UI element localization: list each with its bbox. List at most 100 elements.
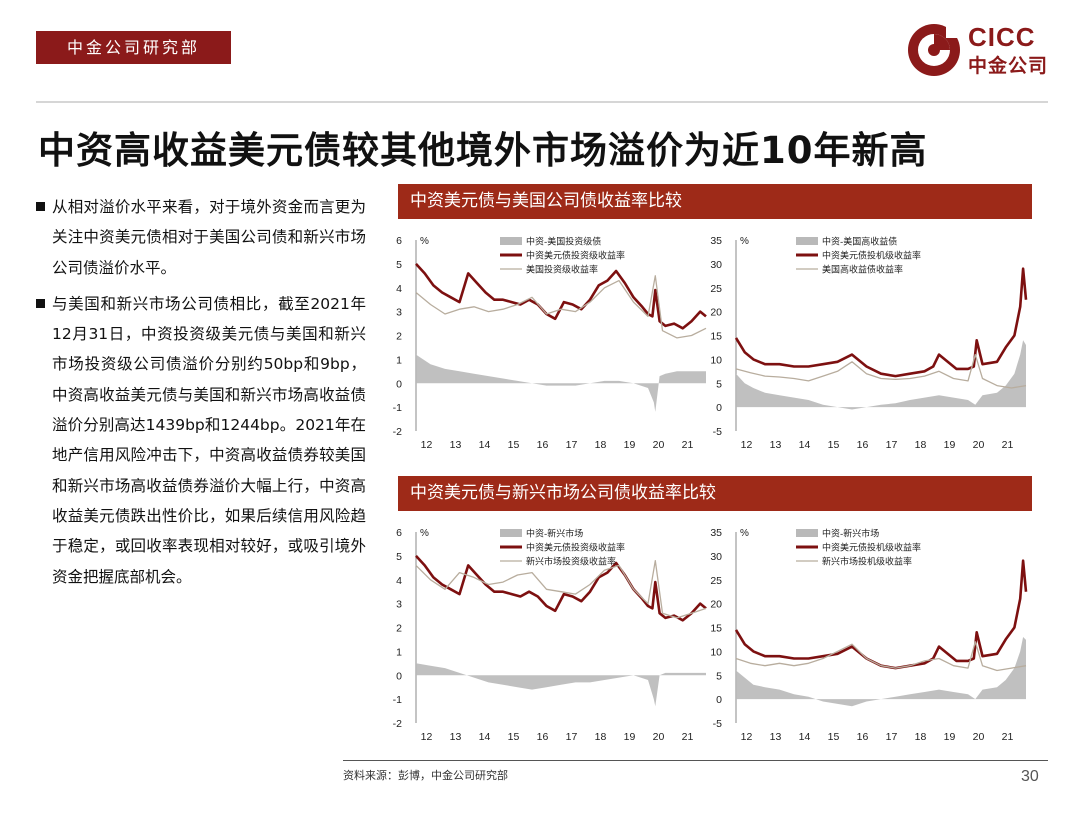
page-title: 中资高收益美元债较其他境外市场溢价为近10年新高: [38, 129, 928, 172]
cicc-logo: CICC 中金公司: [906, 20, 1056, 80]
x-tick-label: 18: [595, 731, 607, 743]
legend-label: 中资美元债投资级收益率: [526, 250, 625, 262]
x-tick-label: 12: [741, 439, 753, 451]
x-tick-label: 20: [973, 439, 985, 451]
x-tick-label: 14: [479, 439, 491, 451]
chart-svg: 35 30 25 20 15 10 5 0 -5% 12 13 14 15 16 17 18 19 20 21 中资-…: [710, 527, 1028, 743]
x-tick-label: 16: [857, 731, 869, 743]
x-tick-label: 14: [799, 731, 811, 743]
x-tick-label: 12: [421, 731, 433, 743]
x-tick-label: 13: [770, 731, 782, 743]
y-tick-label: 0: [396, 670, 402, 682]
x-tick-label: 17: [886, 731, 898, 743]
x-tick-label: 16: [537, 731, 549, 743]
legend-label: 中资-新兴市场: [822, 528, 879, 540]
series-line: [415, 263, 707, 330]
y-tick-label: 0: [716, 694, 722, 706]
y-tick-label: -5: [713, 718, 722, 730]
bullet-text: 与美国和新兴市场公司债相比，截至2021年12月31日，中资投资级美元债与美国和…: [52, 294, 366, 586]
x-tick-label: 16: [857, 439, 869, 451]
y-tick-label: -1: [393, 402, 402, 414]
y-tick-label: -2: [393, 426, 402, 438]
y-tick-label: 15: [710, 331, 722, 343]
x-tick-label: 18: [915, 731, 927, 743]
page-number: 30: [1021, 768, 1039, 785]
x-tick-label: 14: [799, 439, 811, 451]
series-area: [736, 340, 1026, 410]
y-tick-label: 30: [710, 259, 722, 271]
series-line: [734, 559, 1028, 670]
y-tick-label: 25: [710, 283, 722, 295]
unit-label: %: [420, 528, 429, 539]
x-tick-label: 21: [682, 731, 694, 743]
legend-label: 新兴市场投资级收益率: [526, 556, 616, 568]
x-tick-label: 20: [653, 439, 665, 451]
bullet-square-icon: [36, 202, 45, 211]
y-tick-label: 15: [710, 623, 722, 635]
y-tick-label: 10: [710, 354, 722, 366]
x-tick-label: 17: [886, 439, 898, 451]
y-tick-label: 0: [716, 402, 722, 414]
legend-label: 中资-美国高收益债: [822, 236, 897, 248]
y-tick-label: 4: [396, 575, 402, 587]
x-tick-label: 19: [624, 439, 636, 451]
source-note: 资料来源：彭博，中金公司研究部: [343, 769, 508, 782]
series-line: [415, 560, 707, 619]
y-tick-label: 10: [710, 646, 722, 658]
series-line: [735, 641, 1027, 672]
panel-header-em: 中资美元债与新兴市场公司债收益率比较: [398, 476, 1032, 511]
series-area: [416, 663, 706, 707]
y-tick-label: 30: [710, 551, 722, 563]
x-tick-label: 19: [944, 731, 956, 743]
y-tick-label: 5: [716, 670, 722, 682]
x-tick-label: 12: [421, 439, 433, 451]
x-tick-label: 18: [915, 439, 927, 451]
y-tick-label: 20: [710, 307, 722, 319]
bullet-text: 从相对溢价水平来看，对于境外资金而言更为关注中资美元债相对于美国公司债和新兴市场…: [52, 198, 366, 277]
x-tick-label: 21: [1002, 731, 1014, 743]
logo-text-cn: 中金公司: [968, 55, 1049, 77]
y-tick-label: 4: [396, 283, 402, 295]
x-tick-label: 13: [450, 439, 462, 451]
legend-swatch: [796, 529, 818, 537]
legend-label: 美国高收益债收益率: [822, 264, 903, 276]
y-tick-label: -2: [393, 718, 402, 730]
y-tick-label: 35: [710, 527, 722, 539]
bullet-item: 从相对溢价水平来看，对于境外资金而言更为关注中资美元债相对于美国公司债和新兴市场…: [36, 192, 366, 283]
series-line: [734, 267, 1028, 378]
series-area: [416, 354, 706, 412]
x-tick-label: 13: [450, 731, 462, 743]
y-tick-label: 3: [396, 599, 402, 611]
series-line: [415, 275, 707, 339]
y-tick-label: 5: [396, 259, 402, 271]
unit-label: %: [420, 236, 429, 247]
y-tick-label: 25: [710, 575, 722, 587]
y-tick-label: -1: [393, 694, 402, 706]
series-area: [736, 637, 1026, 707]
y-tick-label: 0: [396, 378, 402, 390]
bullet-square-icon: [36, 298, 45, 308]
x-tick-label: 15: [508, 731, 520, 743]
legend-label: 中资-美国投资级债: [526, 236, 601, 248]
y-tick-label: 3: [396, 307, 402, 319]
legend-label: 中资-新兴市场: [526, 528, 583, 540]
x-tick-label: 19: [944, 439, 956, 451]
y-tick-label: 1: [396, 646, 402, 658]
legend-label: 中资美元债投机级收益率: [822, 250, 921, 262]
x-tick-label: 20: [973, 731, 985, 743]
logo-text-en: CICC: [968, 22, 1036, 52]
y-tick-label: 35: [710, 235, 722, 247]
legend-swatch: [500, 529, 522, 537]
y-tick-label: -5: [713, 426, 722, 438]
x-tick-label: 17: [566, 731, 578, 743]
legend-label: 中资美元债投资级收益率: [526, 542, 625, 554]
chart-svg: 35 30 25 20 15 10 5 0 -5% 12 13 14 15 16 17 18 19 20 21 中资-…: [710, 235, 1028, 451]
series-line: [735, 353, 1027, 389]
y-tick-label: 6: [396, 527, 402, 539]
x-tick-label: 14: [479, 731, 491, 743]
chart-cn-vs-em-hy: 35 30 25 20 15 10 5 0 -5% 12 13 14 15 16 17 18 19 20 21 中资-…: [708, 518, 1038, 750]
y-tick-label: 2: [396, 623, 402, 635]
unit-label: %: [740, 528, 749, 539]
x-tick-label: 16: [537, 439, 549, 451]
series-line: [415, 555, 707, 622]
